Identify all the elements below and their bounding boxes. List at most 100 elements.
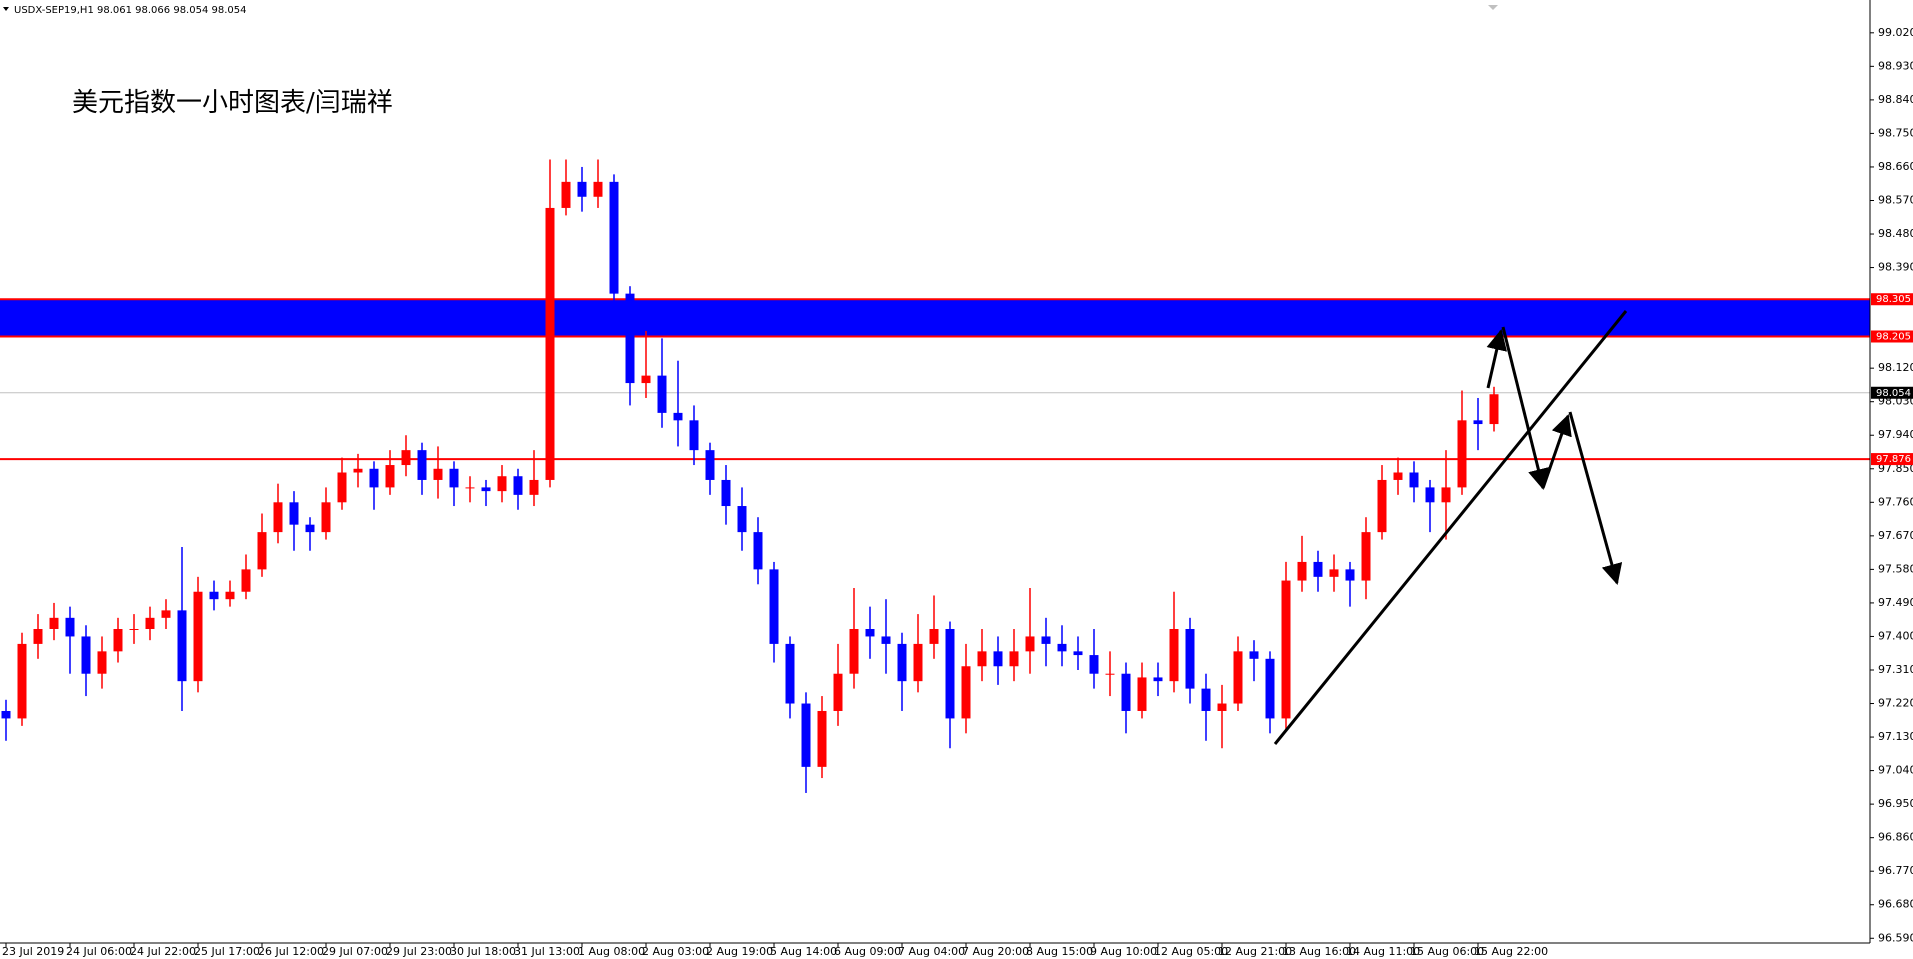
x-tick-label: 24 Jul 06:00 (66, 945, 132, 958)
candle-body (497, 476, 507, 492)
candle-body (289, 502, 299, 525)
candle-body (209, 591, 219, 600)
candle-body (1329, 569, 1339, 577)
candle-body (1313, 561, 1323, 577)
x-tick-label: 12 Aug 21:00 (1218, 945, 1292, 958)
y-tick-label: 98.570 (1878, 193, 1913, 206)
candle-body (913, 643, 923, 682)
x-tick-label: 9 Aug 10:00 (1090, 945, 1157, 958)
candle-body (97, 651, 107, 674)
candle-body (801, 703, 811, 767)
price-label-box (1871, 293, 1913, 306)
candle-body (1073, 651, 1083, 656)
candle-body (721, 479, 731, 507)
candle-body (1169, 629, 1179, 682)
candle-body (657, 375, 667, 413)
y-tick-label: 97.670 (1878, 529, 1913, 542)
y-tick-label: 99.020 (1878, 26, 1913, 39)
candle-body (1265, 658, 1275, 719)
candle-body (1473, 420, 1483, 425)
candle-body (1409, 472, 1419, 488)
y-tick-label: 97.220 (1878, 697, 1913, 710)
candle-body (785, 643, 795, 704)
candle-body (897, 643, 907, 682)
candle-body (977, 651, 987, 667)
candle-body (1025, 636, 1035, 652)
annotations (1273, 310, 1628, 745)
candle-body (881, 636, 891, 644)
candle-body (1281, 580, 1291, 719)
x-tick-label: 13 Aug 16:00 (1282, 945, 1356, 958)
candle-body (433, 468, 443, 480)
candle-body (1377, 479, 1387, 533)
candle-body (545, 207, 555, 480)
y-tick-label: 96.950 (1878, 797, 1913, 810)
arrow-up (1541, 414, 1572, 489)
header-arrow (3, 7, 9, 11)
price-label: 98.205 (1876, 331, 1911, 342)
candle-body (129, 629, 139, 630)
candle-body (257, 532, 267, 570)
candle-body (609, 181, 619, 294)
price-label: 97.876 (1876, 454, 1911, 465)
candle-body (193, 591, 203, 682)
candle-body (241, 569, 251, 592)
x-tick-label: 8 Aug 15:00 (1026, 945, 1093, 958)
candle-body (353, 468, 363, 473)
y-tick-label: 96.860 (1878, 831, 1913, 844)
x-tick-label: 24 Jul 22:00 (130, 945, 196, 958)
y-tick-label: 98.390 (1878, 261, 1913, 274)
candle-body (561, 181, 571, 208)
candle-body (113, 629, 123, 652)
candle-body (641, 375, 651, 384)
price-label-box (1871, 330, 1913, 343)
candle-body (673, 412, 683, 421)
candle-body (1345, 569, 1355, 581)
candle-body (961, 666, 971, 719)
candle-body (1393, 472, 1403, 480)
x-tick-label: 25 Jul 17:00 (194, 945, 260, 958)
candle-body (33, 629, 43, 644)
y-tick-label: 98.750 (1878, 126, 1913, 139)
y-tick-label: 97.490 (1878, 596, 1913, 609)
y-tick-label: 97.940 (1878, 428, 1913, 441)
candle-body (1201, 688, 1211, 711)
candle-body (737, 506, 747, 533)
candle-body (705, 450, 715, 480)
x-tick-label: 29 Jul 23:00 (386, 945, 452, 958)
x-tick-label: 26 Jul 12:00 (258, 945, 324, 958)
header: USDX-SEP19,H1 98.061 98.066 98.054 98.05… (14, 5, 247, 16)
candle-body (945, 629, 955, 719)
candle-body (1089, 655, 1099, 674)
candle-body (145, 617, 155, 629)
candle-body (49, 617, 59, 629)
candle-body (1009, 651, 1019, 667)
candle-body (593, 181, 603, 197)
zone (0, 299, 1870, 337)
candle-body (1441, 487, 1451, 503)
candle-body (1121, 673, 1131, 711)
y-tick-label: 97.040 (1878, 764, 1913, 777)
y-tick-label: 96.770 (1878, 864, 1913, 877)
x-tick-label: 30 Jul 18:00 (450, 945, 516, 958)
x-tick-label: 12 Aug 05:00 (1154, 945, 1228, 958)
shift-marker (1488, 5, 1498, 10)
candle-body (993, 651, 1003, 667)
candle-body (849, 629, 859, 674)
price-label: 98.054 (1876, 388, 1911, 399)
x-tick-label: 2 Aug 03:00 (642, 945, 709, 958)
chart-title: 美元指数一小时图表/闫瑞祥 (72, 88, 393, 118)
candle-body (449, 468, 459, 488)
candle-body (1057, 643, 1067, 652)
candle-body (1137, 677, 1147, 711)
x-tick-label: 6 Aug 09:00 (834, 945, 901, 958)
arrow-down (1501, 326, 1549, 491)
y-tick-label: 97.310 (1878, 663, 1913, 676)
candle-body (481, 487, 491, 492)
y-tick-label: 96.680 (1878, 898, 1913, 911)
y-tick-label: 98.660 (1878, 160, 1913, 173)
candle-body (1297, 561, 1307, 581)
